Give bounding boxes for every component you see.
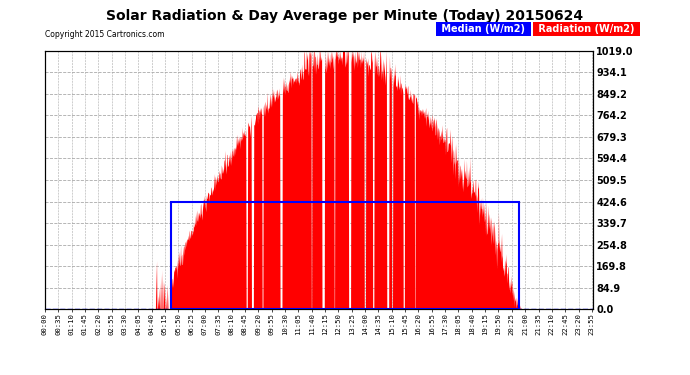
Text: Median (W/m2): Median (W/m2): [438, 24, 529, 34]
Text: Solar Radiation & Day Average per Minute (Today) 20150624: Solar Radiation & Day Average per Minute…: [106, 9, 584, 23]
Text: Copyright 2015 Cartronics.com: Copyright 2015 Cartronics.com: [45, 30, 164, 39]
Text: Radiation (W/m2): Radiation (W/m2): [535, 24, 638, 34]
Bar: [170, 201, 520, 309]
